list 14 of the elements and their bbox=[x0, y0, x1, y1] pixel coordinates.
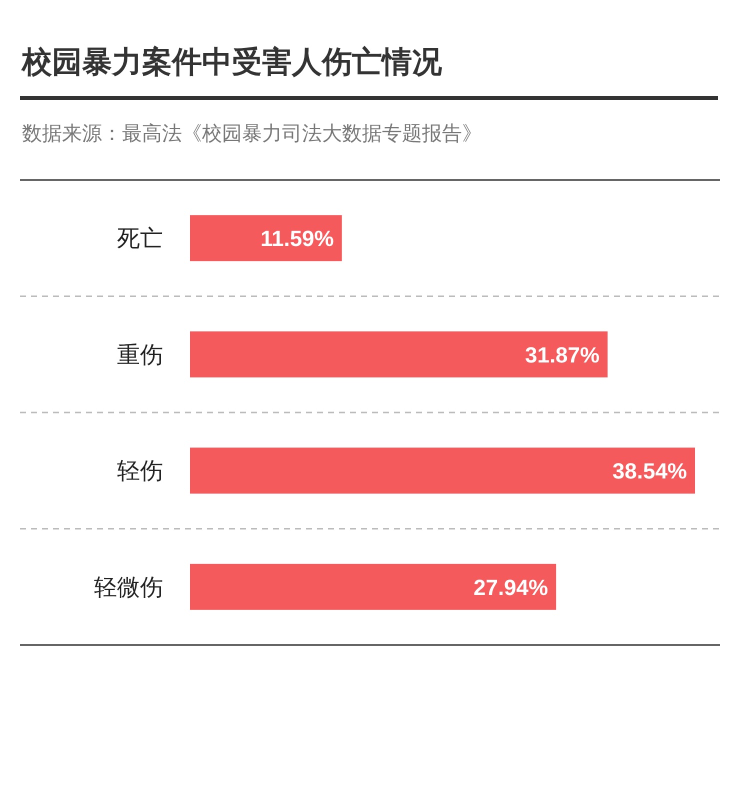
data-label: 11.59% bbox=[260, 226, 334, 252]
y-tick-label: 死亡 bbox=[117, 225, 163, 252]
bar bbox=[190, 448, 695, 494]
y-tick-label: 轻微伤 bbox=[94, 574, 163, 600]
data-label: 38.54% bbox=[612, 458, 687, 484]
bar bbox=[190, 564, 556, 610]
y-tick-label: 重伤 bbox=[117, 341, 163, 368]
data-label: 31.87% bbox=[524, 342, 600, 368]
bar bbox=[190, 331, 608, 378]
data-label: 27.94% bbox=[473, 574, 548, 600]
bar bbox=[190, 215, 342, 262]
source-note: 数据来源：最高法《校园暴力司法大数据专题报告》 bbox=[22, 122, 482, 145]
y-tick-label: 轻伤 bbox=[117, 458, 163, 484]
chart-title: 校园暴力案件中受害人伤亡情况 bbox=[21, 45, 443, 79]
